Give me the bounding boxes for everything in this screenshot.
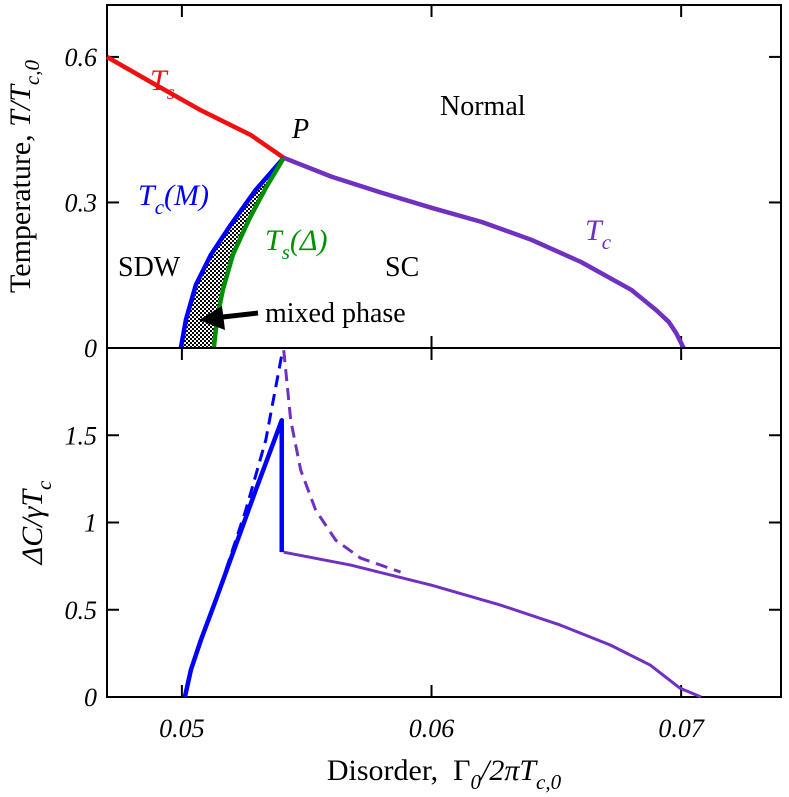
annotation: mixed phase <box>265 298 406 329</box>
series-label: Ts(Δ) <box>265 224 327 264</box>
y-tick-label: 1.5 <box>65 421 98 450</box>
text-part: T <box>265 224 284 257</box>
text-part: ΔC/γT <box>16 488 49 566</box>
arrow-head <box>199 306 225 330</box>
text-part: c <box>32 480 56 490</box>
text-part: c,0 <box>20 60 44 86</box>
text-part: T/T <box>4 83 37 127</box>
annotation: SDW <box>118 252 181 283</box>
text-part: T <box>585 214 604 247</box>
data-line <box>282 155 686 350</box>
data-line <box>178 156 286 349</box>
y-tick-label: 0.5 <box>65 596 98 625</box>
text-part: (Δ) <box>290 224 328 257</box>
x-tick-label: 0.06 <box>409 714 455 743</box>
text-part: (M) <box>164 179 209 212</box>
series-label: Ts <box>150 64 175 104</box>
data-line <box>283 550 702 699</box>
x-axis-label: Disorder, Γ0/2πTc,0 <box>327 754 562 794</box>
annotation: SC <box>385 252 419 283</box>
data-line <box>105 54 286 160</box>
series-label: Tc(M) <box>138 179 209 219</box>
data-line <box>182 417 284 698</box>
y-tick-label: 1 <box>84 509 97 538</box>
y-tick-label: 0.3 <box>65 188 98 217</box>
y-tick-label: 0.6 <box>65 43 98 72</box>
text-part: /2πT <box>479 754 538 787</box>
data-line <box>282 350 402 574</box>
text-part: c <box>155 195 165 219</box>
annotation: P <box>291 114 309 145</box>
text-part: T <box>150 64 169 97</box>
x-tick-label: 0.07 <box>658 714 705 743</box>
series-label: Tc <box>585 214 612 254</box>
data-line <box>224 354 284 571</box>
text-part: Temperature, <box>4 127 37 293</box>
text-part: Γ <box>453 754 470 787</box>
annotation: Normal <box>440 91 526 122</box>
y-tick-label: 0 <box>84 683 97 712</box>
plot-frame <box>106 347 782 698</box>
y-axis-label: ΔC/γTc <box>16 480 56 565</box>
y-axis-label: Temperature, T/Tc,0 <box>4 60 44 293</box>
text-part: Disorder, <box>327 754 453 787</box>
text-part: c <box>602 230 612 254</box>
text-part: 0 <box>470 770 481 794</box>
text-part: c,0 <box>536 770 562 794</box>
text-part: s <box>282 240 290 264</box>
text-part: s <box>167 80 175 104</box>
x-tick-label: 0.05 <box>159 714 205 743</box>
y-tick-label: 0 <box>84 334 97 363</box>
text-part: T <box>138 179 157 212</box>
